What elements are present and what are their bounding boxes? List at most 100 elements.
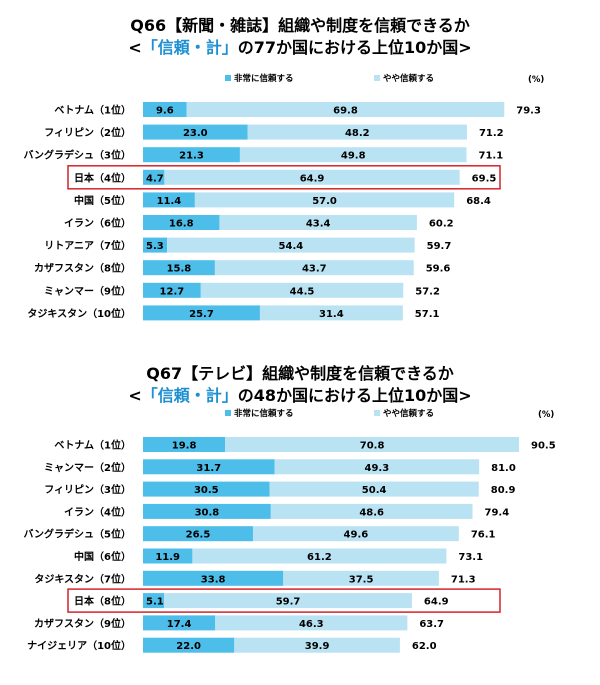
bar-somewhat-trust [234,637,400,653]
bar-row: イラン（4位） 30.8 48.6 79.4 [64,503,510,519]
category-label: イラン（6位） [64,217,131,230]
bar-very-trust [143,637,235,653]
data-label-total: 71.3 [451,574,476,585]
bar-very-trust [143,147,240,163]
data-label-somewhat-trust: 50.4 [362,485,387,496]
data-label-somewhat-trust: 49.3 [365,463,390,474]
unit-label: (%) [538,410,554,420]
bar-very-trust [143,169,165,185]
data-label-very-trust: 31.7 [196,463,221,474]
bar-very-trust [143,503,271,519]
category-label: ベトナム（1位） [54,439,131,452]
bar-somewhat-trust [164,169,460,185]
bar-very-trust [143,437,226,452]
bar-row: 日本（4位） 4.7 64.9 69.5 [67,165,501,190]
bar-somewhat-trust [167,237,415,253]
data-label-very-trust: 30.5 [194,485,219,496]
legend-swatch-very-trust [225,410,231,416]
bar-row: ミャンマー（2位） 31.7 49.3 81.0 [44,459,516,475]
bar-somewhat-trust [225,437,519,452]
bar-very-trust [143,305,260,321]
category-label: ベトナム（1位） [54,104,131,117]
bar-chart-q67: 非常に信頼する やや信頼する (%) ベトナム（1位） 19.8 70.8 90.5 ミャンマ… [24,408,556,653]
legend: 非常に信頼する やや信頼する [225,73,434,84]
data-label-somewhat-trust: 49.8 [341,151,366,162]
data-label-somewhat-trust: 43.7 [302,264,327,275]
category-label: 日本（8位） [74,595,131,608]
category-label: バングラデシュ（5位） [24,528,131,541]
data-label-very-trust: 25.7 [189,309,214,320]
bar-row: フィリピン（3位） 30.5 50.4 80.9 [44,481,515,497]
data-label-somewhat-trust: 31.4 [319,309,344,320]
category-label: 日本（4位） [74,171,131,184]
data-label-very-trust: 30.8 [195,507,220,518]
bar-very-trust [143,192,195,208]
bar-very-trust [143,593,165,609]
data-label-very-trust: 11.9 [155,552,180,563]
data-label-total: 63.7 [419,619,444,630]
data-label-total: 68.4 [466,196,491,207]
bar-row: バングラデシュ（3位） 21.3 49.8 71.1 [24,147,503,163]
data-label-total: 76.1 [471,530,496,541]
bar-row: タジキスタン（7位） 33.8 37.5 71.3 [34,570,476,586]
highlight-box-japan [67,588,501,613]
bar-somewhat-trust [247,124,467,140]
bar-row: リトアニア（7位） 5.3 54.4 59.7 [44,237,452,253]
legend-swatch-somewhat-trust [374,410,380,416]
data-label-total: 79.4 [485,507,510,518]
subtitle-accent: 「信頼・計」 [141,386,238,405]
bar-row: フィリピン（2位） 23.0 48.2 71.2 [44,124,504,140]
legend-label-very-trust: 非常に信頼する [234,73,294,84]
bar-somewhat-trust [239,147,467,163]
data-label-total: 60.2 [429,219,454,230]
data-label-somewhat-trust: 64.9 [300,173,325,184]
data-label-somewhat-trust: 61.2 [307,552,332,563]
data-label-very-trust: 19.8 [172,441,197,452]
data-label-total: 59.7 [427,241,452,252]
data-label-very-trust: 22.0 [176,641,201,652]
data-label-total: 73.1 [458,552,483,563]
bar-row: ベトナム（1位） 9.6 69.8 79.3 [54,102,541,117]
data-label-somewhat-trust: 48.2 [345,128,370,139]
data-label-very-trust: 12.7 [160,286,185,297]
data-label-somewhat-trust: 44.5 [290,286,315,297]
subtitle-prefix: < [128,386,142,405]
bar-very-trust [143,526,253,542]
category-label: ミャンマー（9位） [44,284,131,297]
data-label-very-trust: 5.3 [146,241,164,252]
bar-somewhat-trust [214,260,414,276]
chart-title: Q67【テレビ】組織や制度を信頼できるか [146,364,454,383]
data-label-total: 62.0 [412,641,437,652]
data-label-somewhat-trust: 54.4 [279,241,304,252]
category-label: リトアニア（7位） [44,239,131,252]
bar-row: イラン（6位） 16.8 43.4 60.2 [64,215,454,230]
data-label-total: 57.1 [415,309,440,320]
category-label: フィリピン（3位） [44,483,131,496]
data-label-total: 57.2 [415,286,440,297]
bar-somewhat-trust [270,503,473,519]
category-label: イラン（4位） [64,505,131,518]
bar-somewhat-trust [269,481,479,497]
bar-somewhat-trust [164,593,412,609]
bar-very-trust [143,124,248,140]
data-label-somewhat-trust: 39.9 [305,641,330,652]
category-label: 中国（5位） [74,194,131,207]
chart-subtitle: <「信頼・計」の77か国における上位10か国> [0,34,600,58]
bar-somewhat-trust [215,615,408,631]
bar-row: ベトナム（1位） 19.8 70.8 90.5 [54,437,556,452]
bar-row: タジキスタン（10位） 25.7 31.4 57.1 [27,305,440,321]
bar-somewhat-trust [219,215,417,230]
chart-subtitle: <「信頼・計」の48か国における上位10か国> [0,382,600,406]
category-label: タジキスタン（10位） [27,307,131,320]
bar-somewhat-trust [274,459,480,475]
bar-very-trust [143,282,201,298]
subtitle-suffix: の48か国における上位10か国> [237,386,472,405]
data-label-very-trust: 15.8 [167,264,192,275]
category-label: カザフスタン（8位） [34,262,131,275]
data-label-very-trust: 33.8 [201,574,226,585]
chart-panel-q67: Q67【テレビ】組織や制度を信頼できるか <「信頼・計」の48か国における上位1… [0,348,600,685]
bar-row: 中国（5位） 11.4 57.0 68.4 [74,192,491,208]
bar-somewhat-trust [192,548,447,564]
data-label-somewhat-trust: 37.5 [349,574,374,585]
data-label-very-trust: 5.1 [146,597,164,608]
